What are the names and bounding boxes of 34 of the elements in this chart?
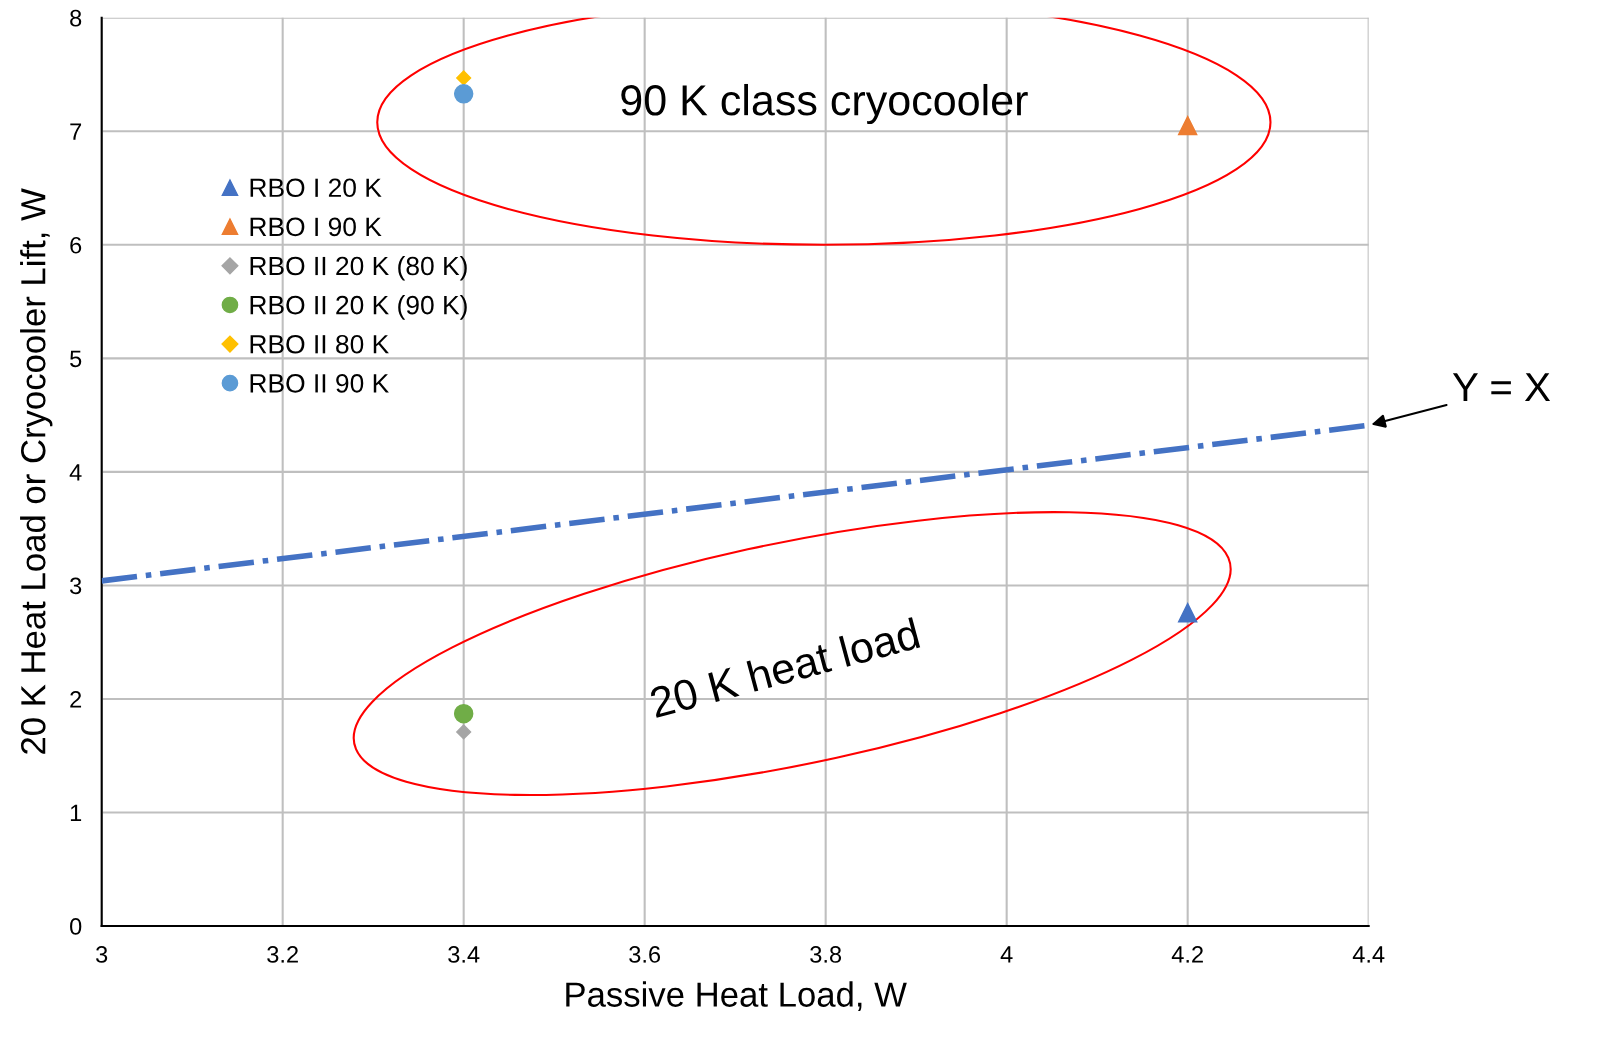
legend-label: RBO I 20 K [250,178,382,198]
legend-label: RBO I 90 K [250,217,382,237]
y-tick-label: 0 [70,918,82,935]
x-tick-label: 4.2 [1171,946,1203,963]
point [456,724,472,740]
point [456,70,472,86]
point [1177,115,1198,136]
y-tick-label: 7 [70,123,82,140]
point [1177,602,1198,623]
y-tick-label: 5 [70,350,82,368]
annotation: 20 K heat load [648,617,921,719]
annotation: Y = X [1452,373,1551,402]
y-tick-label: 8 [70,9,82,27]
x-tick-label: 4.4 [1352,946,1385,963]
x-tick-label: 4 [1000,946,1013,963]
x-tick-label: 3.4 [448,946,480,963]
point [453,84,474,104]
legend-label: RBO II 20 K (90 K) [250,295,467,320]
x-tick-label: 3.2 [267,946,298,963]
legend-label: RBO II 90 K [250,374,389,393]
x-axis-title: Passive Heat Load, W [566,981,907,1011]
x-tick-label: 3.8 [810,946,842,963]
x-tick-label: 3 [96,946,108,963]
legend-label: RBO II 80 K [250,334,389,354]
y-tick-label: 6 [70,236,82,254]
y-tick-label: 3 [70,577,82,595]
annotation: 90 K class cryocooler [621,83,1028,125]
y-tick-label: 2 [70,691,82,708]
y-axis-title: 20 K Heat Load or Cryocooler Lift, W [20,188,53,754]
x-tick-label: 3.6 [629,946,661,963]
legend-label: RBO II 20 K (80 K) [250,255,467,281]
point [453,703,474,724]
y-tick-label: 4 [69,464,82,481]
y-tick-label: 1 [70,804,82,822]
